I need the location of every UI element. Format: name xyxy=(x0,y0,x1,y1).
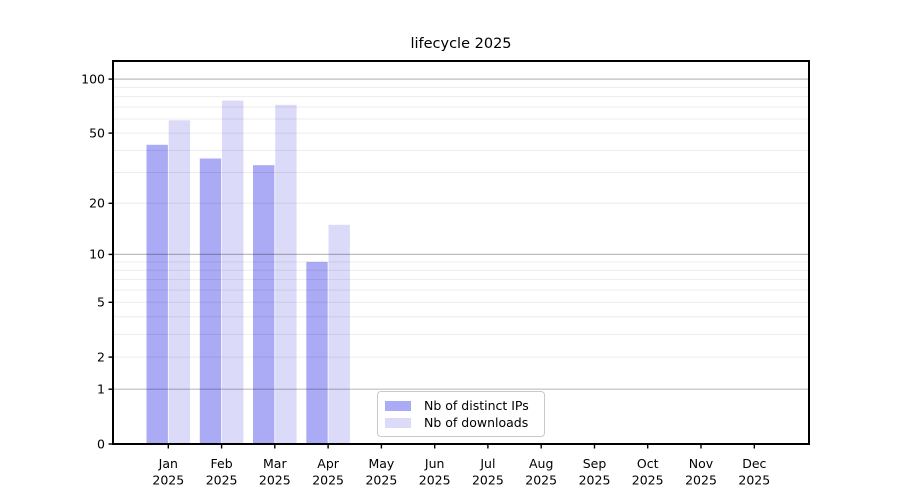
y-tick-label: 100 xyxy=(81,71,105,86)
y-tick-label: 20 xyxy=(89,196,105,211)
y-tick-label: 10 xyxy=(89,247,105,262)
y-tick-label: 0 xyxy=(97,436,105,451)
x-tick-label-year: 2025 xyxy=(579,473,611,488)
y-tick-label: 2 xyxy=(97,349,105,364)
bar-distinct-ips-feb xyxy=(199,158,222,444)
legend-item-distinct-ips: Nb of distinct IPs xyxy=(385,397,544,413)
x-tick-label-month: Apr xyxy=(317,456,339,471)
bar-downloads-apr xyxy=(328,224,350,444)
bar-downloads-mar xyxy=(275,104,297,445)
x-tick-label-month: Feb xyxy=(211,456,233,471)
legend-swatch-distinct-ips-icon xyxy=(385,400,411,411)
x-tick-label-year: 2025 xyxy=(472,473,504,488)
x-tick-label-month: Mar xyxy=(263,456,287,471)
x-tick-label-month: Jun xyxy=(424,456,445,471)
x-tick-label-month: May xyxy=(368,456,394,471)
y-tick-label: 50 xyxy=(89,125,105,140)
x-tick-label-year: 2025 xyxy=(685,473,717,488)
x-tick-label-year: 2025 xyxy=(632,473,664,488)
bar-distinct-ips-mar xyxy=(253,165,275,444)
x-tick-label-year: 2025 xyxy=(738,473,770,488)
x-tick-label-year: 2025 xyxy=(206,473,238,488)
x-tick-label-year: 2025 xyxy=(312,473,344,488)
bar-downloads-jan xyxy=(168,120,191,445)
legend: Nb of distinct IPs Nb of downloads xyxy=(377,391,545,437)
x-tick-label-year: 2025 xyxy=(152,473,184,488)
bar-distinct-ips-apr xyxy=(306,261,328,444)
y-tick-label: 5 xyxy=(97,295,105,310)
x-tick-label-year: 2025 xyxy=(419,473,451,488)
x-tick-label-year: 2025 xyxy=(525,473,557,488)
x-tick-label-month: Sep xyxy=(583,456,607,471)
x-tick-label-month: Dec xyxy=(742,456,766,471)
legend-label-downloads: Nb of downloads xyxy=(424,414,529,430)
bar-distinct-ips-jan xyxy=(146,144,168,445)
x-tick-label-month: Oct xyxy=(637,456,659,471)
x-tick-label-month: Jul xyxy=(479,456,495,471)
legend-swatch-downloads-icon xyxy=(385,417,411,428)
x-tick-label-year: 2025 xyxy=(259,473,291,488)
chart-title: lifecycle 2025 xyxy=(410,36,512,52)
x-tick-label-month: Nov xyxy=(689,456,714,471)
x-tick-label-month: Aug xyxy=(529,456,553,471)
plot-border xyxy=(112,60,810,445)
x-tick-label-month: Jan xyxy=(158,456,178,471)
y-tick-label: 1 xyxy=(97,382,105,397)
x-tick-label-year: 2025 xyxy=(365,473,397,488)
legend-label-distinct-ips: Nb of distinct IPs xyxy=(424,397,529,413)
legend-item-downloads: Nb of downloads xyxy=(385,414,544,430)
bar-downloads-feb xyxy=(222,100,244,444)
